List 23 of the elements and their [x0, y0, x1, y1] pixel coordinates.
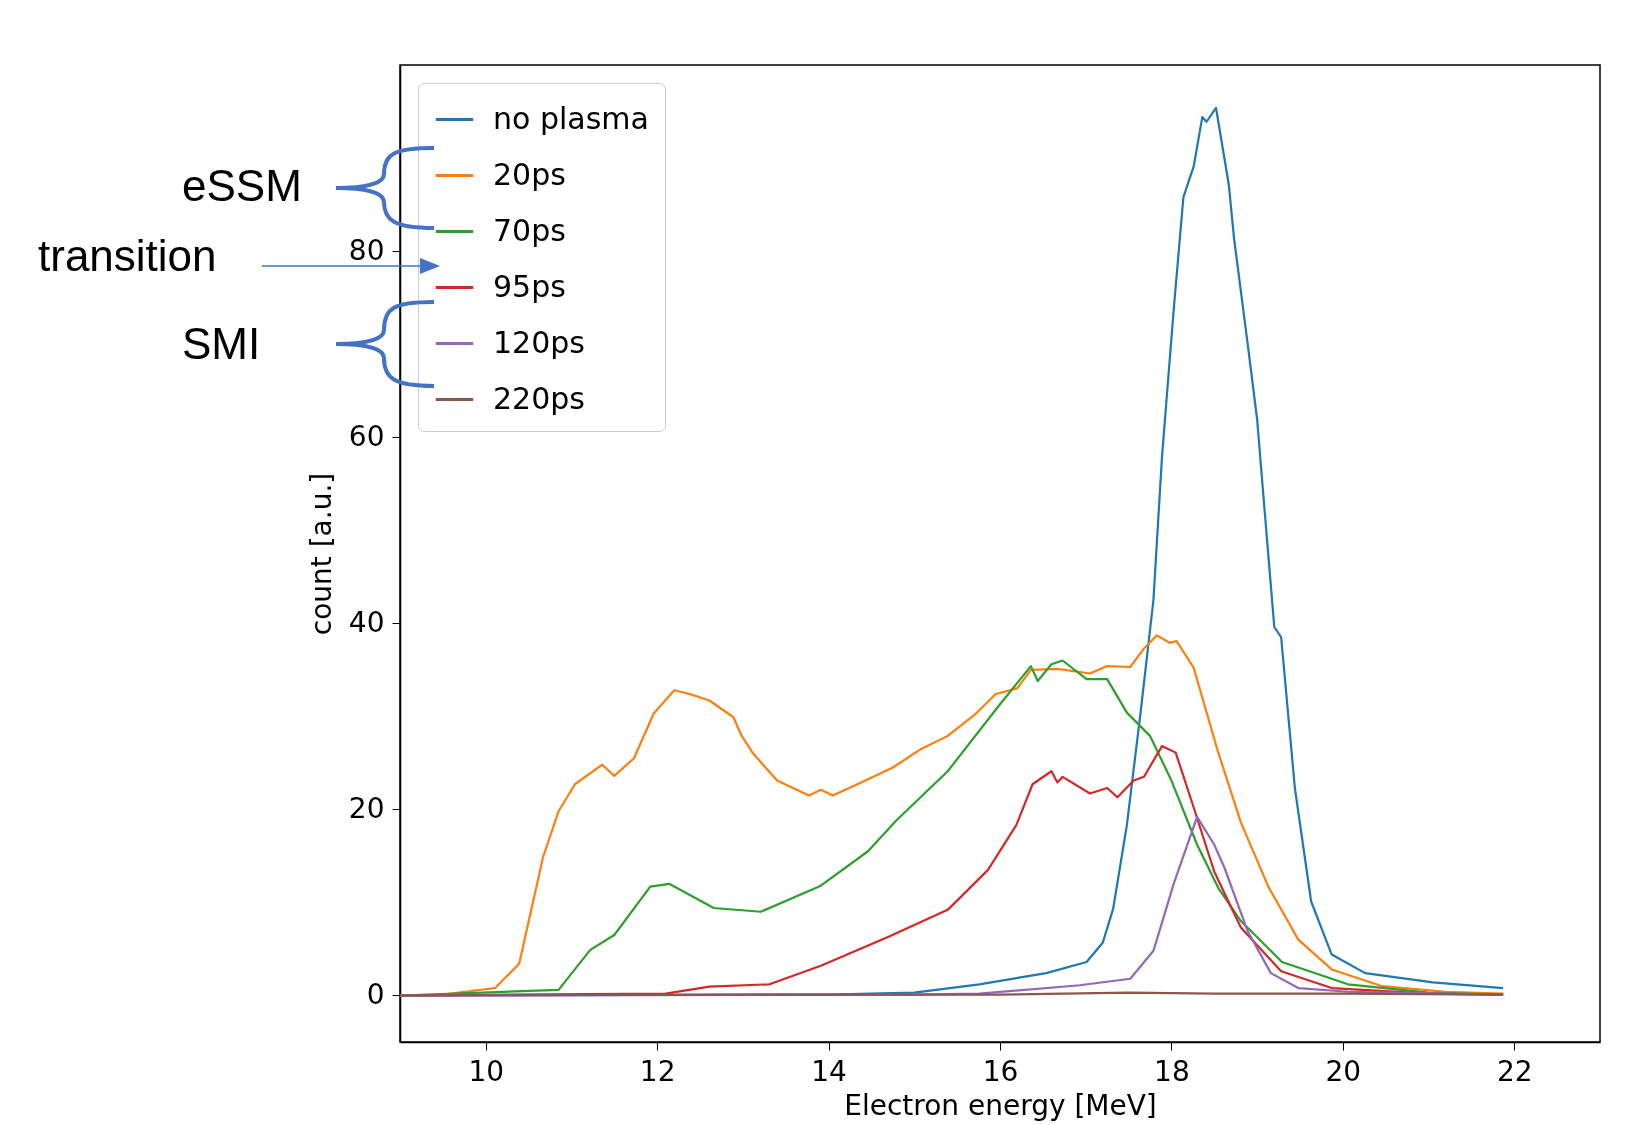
y-axis-title: count [a.u.] — [304, 472, 338, 636]
legend-label: 120ps — [493, 324, 585, 360]
x-axis-title: Electron energy [MeV] — [844, 1088, 1157, 1122]
y-tick-label: 0 — [366, 977, 385, 1011]
legend-label: 20ps — [493, 156, 566, 192]
x-tick-label: 14 — [811, 1054, 847, 1088]
y-tick-label: 80 — [348, 233, 385, 267]
legend-label: 70ps — [493, 212, 566, 248]
legend-label: 220ps — [493, 380, 585, 416]
y-tick-label: 40 — [348, 605, 385, 639]
text: SMI — [182, 319, 261, 368]
x-tick-label: 12 — [639, 1054, 676, 1088]
text: eSSM — [182, 161, 302, 210]
x-tick-label: 20 — [1325, 1054, 1362, 1088]
x-tick-label: 10 — [468, 1054, 505, 1088]
text: transition — [38, 231, 217, 280]
x-tick-label: 18 — [1154, 1054, 1190, 1088]
legend-label: 95ps — [493, 268, 566, 304]
legend-label: no plasma — [493, 100, 649, 136]
x-tick-label: 16 — [982, 1054, 1019, 1088]
x-tick-label: 22 — [1496, 1054, 1533, 1088]
y-tick-label: 20 — [348, 791, 385, 825]
y-tick-label: 60 — [348, 419, 385, 453]
